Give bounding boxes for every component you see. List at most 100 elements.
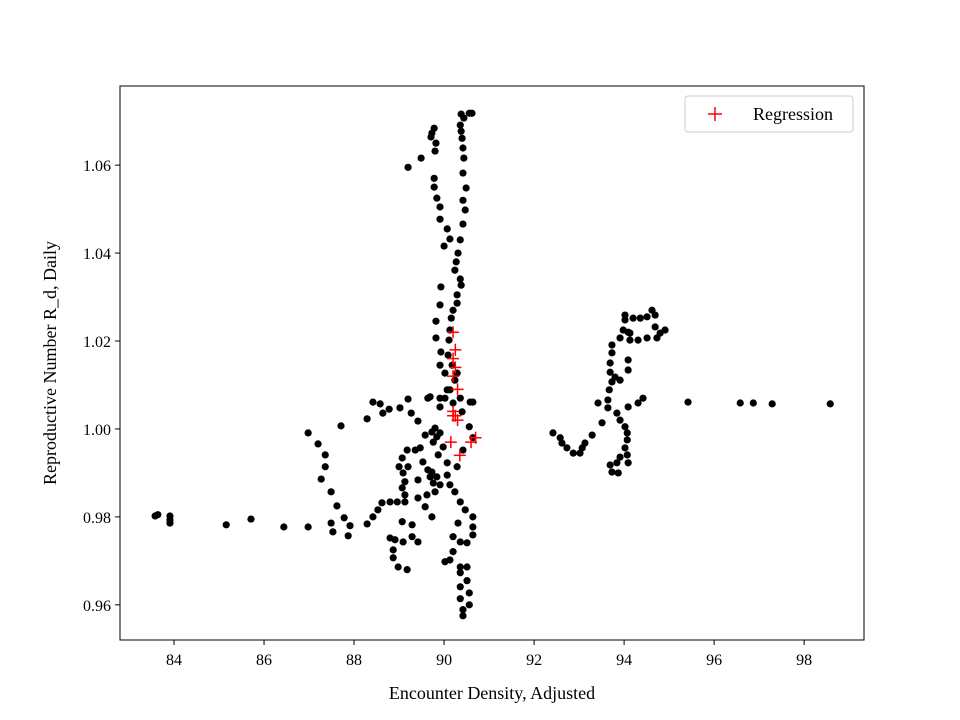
data-point <box>404 163 412 171</box>
data-point <box>443 471 451 479</box>
data-point <box>369 513 377 521</box>
data-point <box>340 514 348 522</box>
data-point <box>465 601 473 609</box>
data-point <box>621 444 629 452</box>
data-point <box>457 281 465 289</box>
data-point <box>441 558 449 566</box>
data-point <box>398 454 406 462</box>
data-point <box>166 519 174 527</box>
data-point <box>329 528 337 536</box>
data-point <box>453 291 461 299</box>
data-point <box>624 356 632 364</box>
data-point <box>414 538 422 546</box>
data-point <box>430 183 438 191</box>
data-point <box>463 563 471 571</box>
y-tick-label: 1.04 <box>83 246 111 263</box>
data-point <box>634 399 642 407</box>
data-point <box>385 405 393 413</box>
plot-frame <box>119 85 865 641</box>
data-point <box>389 554 397 562</box>
data-point <box>569 449 577 457</box>
data-point <box>563 444 571 452</box>
data-point <box>369 398 377 406</box>
data-point <box>624 366 632 374</box>
data-point <box>594 399 602 407</box>
data-point <box>608 468 616 476</box>
data-point <box>280 523 288 531</box>
x-tick-label: 94 <box>616 652 632 669</box>
data-point <box>395 463 403 471</box>
x-tick-label: 92 <box>526 652 542 669</box>
data-point <box>337 422 345 430</box>
x-axis-label: Encounter Density, Adjusted <box>389 683 595 703</box>
data-point <box>445 336 453 344</box>
data-point <box>459 606 467 614</box>
data-point <box>436 403 444 411</box>
data-point <box>449 533 457 541</box>
y-tick-label: 1.00 <box>83 422 111 439</box>
data-point <box>457 127 465 135</box>
data-point <box>247 515 255 523</box>
data-point <box>454 519 462 527</box>
data-point <box>304 429 312 437</box>
data-point <box>624 459 632 467</box>
data-point <box>606 359 614 367</box>
data-point <box>613 409 621 417</box>
data-point <box>623 429 631 437</box>
data-point <box>443 225 451 233</box>
data-point <box>446 481 454 489</box>
x-axis: 84 86 88 90 92 94 96 98 <box>166 640 812 669</box>
data-point <box>461 206 469 214</box>
data-point <box>437 348 445 356</box>
data-point <box>429 438 437 446</box>
data-point <box>456 583 464 591</box>
data-point <box>456 563 464 571</box>
data-point <box>606 368 614 376</box>
data-point <box>401 478 409 486</box>
data-point <box>394 563 402 571</box>
data-point <box>327 519 335 527</box>
data-point <box>431 424 439 432</box>
regression-point <box>469 431 482 444</box>
data-point <box>437 283 445 291</box>
data-point <box>446 235 454 243</box>
data-point <box>327 488 335 496</box>
data-point <box>454 249 462 257</box>
data-point <box>459 196 467 204</box>
data-point <box>414 494 422 502</box>
data-point <box>408 533 416 541</box>
data-point <box>444 351 452 359</box>
data-point <box>393 498 401 506</box>
data-point <box>608 349 616 357</box>
legend-marker-regression <box>708 107 722 121</box>
data-point <box>549 429 557 437</box>
data-point <box>606 461 614 469</box>
data-point <box>434 451 442 459</box>
data-point <box>651 311 659 319</box>
data-point <box>456 121 464 129</box>
data-point <box>407 409 415 417</box>
data-point <box>643 313 651 321</box>
data-point <box>432 139 440 147</box>
data-point <box>399 469 407 477</box>
data-point <box>461 506 469 514</box>
data-point <box>626 336 634 344</box>
data-point <box>629 314 637 322</box>
data-point <box>419 458 427 466</box>
data-point <box>653 334 661 342</box>
plot-marks <box>151 109 834 620</box>
data-point <box>404 395 412 403</box>
data-point <box>460 114 468 122</box>
x-tick-label: 90 <box>436 652 452 669</box>
data-point <box>386 498 394 506</box>
data-point <box>684 398 692 406</box>
data-point <box>651 323 659 331</box>
data-point <box>398 484 406 492</box>
data-point <box>154 511 162 519</box>
data-point <box>376 400 384 408</box>
y-tick-label: 0.96 <box>83 598 111 615</box>
regression-point <box>449 343 462 356</box>
data-point <box>626 329 634 337</box>
data-point <box>453 299 461 307</box>
data-point <box>616 334 624 342</box>
